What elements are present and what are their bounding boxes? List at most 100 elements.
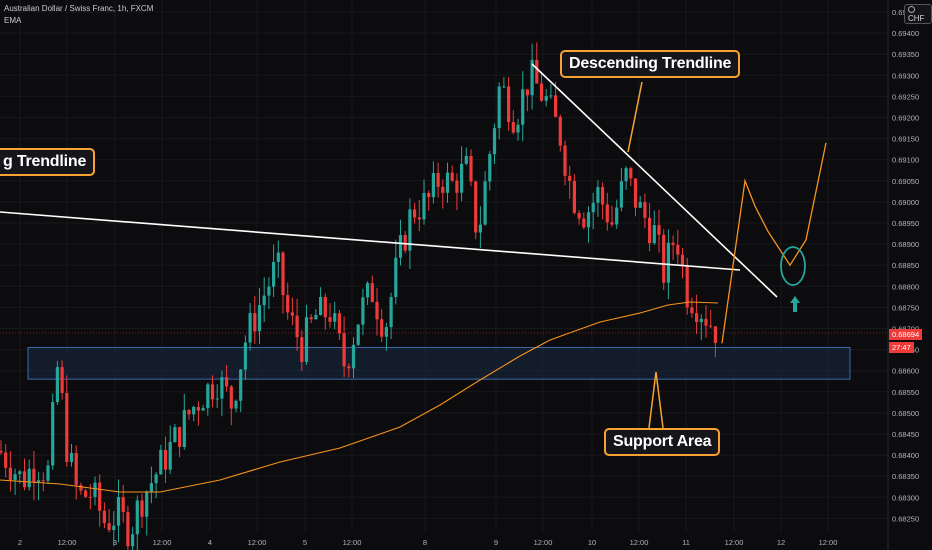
time-tick-label: 12:00 xyxy=(534,538,553,547)
candle-body xyxy=(375,301,379,320)
candle-body xyxy=(323,297,327,318)
ema-path xyxy=(0,301,719,493)
time-tick-label: 12 xyxy=(777,538,785,547)
candle-body xyxy=(685,266,689,308)
price-tick-label: 0.69000 xyxy=(892,198,919,207)
candle-body xyxy=(488,154,492,182)
support-zone-rect xyxy=(27,346,851,380)
price-tick-label: 0.68450 xyxy=(892,430,919,439)
candle-body xyxy=(601,187,605,205)
candle-body xyxy=(652,225,656,244)
candle-body xyxy=(507,86,511,123)
candle-body xyxy=(140,500,144,517)
candle-body xyxy=(262,295,266,306)
candle-body xyxy=(657,225,661,235)
candle-body xyxy=(116,497,121,526)
candle-body xyxy=(544,96,548,101)
candle-body xyxy=(680,254,685,267)
candle-body xyxy=(666,242,670,283)
candle-body xyxy=(619,181,623,208)
price-tick-label: 0.68400 xyxy=(892,451,919,460)
candle-body xyxy=(41,480,45,482)
descending-trendline-callout: Descending Trendline xyxy=(560,50,741,78)
candle-body xyxy=(516,124,520,133)
candle-body xyxy=(243,342,247,370)
candle-body xyxy=(286,295,290,313)
candle-body xyxy=(210,384,215,400)
candle-body xyxy=(431,172,435,198)
time-tick-label: 5 xyxy=(303,538,307,547)
candle-body xyxy=(539,83,544,101)
candle-body xyxy=(577,212,581,219)
candle-body xyxy=(351,344,356,369)
candle-body xyxy=(511,122,515,133)
price-tick-label: 0.68850 xyxy=(892,261,919,270)
candle-body xyxy=(676,244,680,255)
price-tick-label: 0.68750 xyxy=(892,303,919,312)
time-tick-label: 12:00 xyxy=(630,538,649,547)
candle-body xyxy=(314,314,318,320)
candle-body xyxy=(460,163,464,193)
candle-body xyxy=(568,175,572,181)
indicator-label[interactable]: EMA xyxy=(4,16,22,25)
candle-body xyxy=(347,366,351,369)
candle-body xyxy=(596,187,600,203)
grid-lines xyxy=(0,0,888,532)
candle-body xyxy=(572,180,576,213)
time-tick-label: 12:00 xyxy=(248,538,267,547)
up-arrow-icon xyxy=(790,296,800,312)
candle-body xyxy=(582,218,586,228)
candle-body xyxy=(74,452,78,486)
candle-body xyxy=(51,401,55,466)
time-axis[interactable]: 2 12:00 3 12:00 4 12:00 5 12:00 8 9 12:00 10 12:00 11… xyxy=(18,538,837,547)
candle-body xyxy=(333,313,337,322)
candle-body xyxy=(356,324,360,345)
candle-body xyxy=(558,116,562,146)
price-tick-label: 0.69350 xyxy=(892,50,919,59)
candle-body xyxy=(79,485,83,491)
price-tick-label: 0.68300 xyxy=(892,493,919,502)
candle-body xyxy=(112,525,116,530)
candle-body xyxy=(648,217,652,244)
candle-body xyxy=(215,398,219,400)
candle-body xyxy=(196,406,200,411)
plot-area[interactable] xyxy=(0,0,888,550)
currency-badge[interactable]: CHF xyxy=(904,4,932,24)
candle-body xyxy=(0,450,3,453)
time-tick-label: 12:00 xyxy=(819,538,838,547)
price-tick-label: 0.69300 xyxy=(892,71,919,80)
candle-body xyxy=(187,410,191,415)
candle-body xyxy=(135,500,139,535)
candle-body xyxy=(163,449,168,470)
candle-body xyxy=(46,465,50,481)
candle-body xyxy=(361,297,365,325)
price-tick-label: 0.69050 xyxy=(892,177,919,186)
candle-body xyxy=(178,427,182,447)
candle-body xyxy=(671,242,675,245)
candle-body xyxy=(389,297,393,328)
candle-body xyxy=(319,297,323,315)
candle-body xyxy=(591,202,595,213)
time-tick-label: 10 xyxy=(588,538,596,547)
candle-body xyxy=(366,283,370,298)
candle-body xyxy=(257,305,262,332)
candle-body xyxy=(234,400,238,409)
candle-body xyxy=(662,234,666,283)
candle-body xyxy=(88,496,92,498)
candle-body xyxy=(65,392,69,463)
candle-body xyxy=(403,234,407,251)
price-tick-label: 0.68900 xyxy=(892,240,919,249)
price-tick-label: 0.68350 xyxy=(892,472,919,481)
price-tick-label: 0.69150 xyxy=(892,135,919,144)
price-axis[interactable]: 0.694500.694000.693500.693000.692500.692… xyxy=(892,8,919,523)
candle-body xyxy=(98,482,102,511)
price-tick-label: 0.68250 xyxy=(892,514,919,523)
candle-body xyxy=(633,178,638,208)
lock-icon xyxy=(908,6,915,13)
candle-body xyxy=(131,534,135,547)
candle-body xyxy=(159,449,163,475)
candle-body xyxy=(173,427,177,443)
candle-body xyxy=(586,212,591,228)
candle-body xyxy=(478,224,482,233)
